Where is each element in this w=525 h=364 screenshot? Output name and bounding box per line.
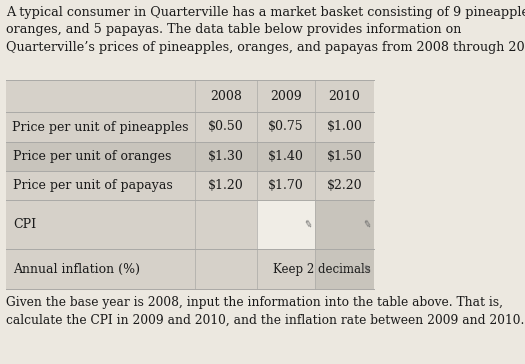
Bar [6, 80, 374, 289]
Text: Keep 2 decimals: Keep 2 decimals [273, 262, 371, 276]
Text: $1.70: $1.70 [268, 179, 304, 192]
Text: ✎: ✎ [362, 219, 372, 230]
Bar [315, 200, 374, 249]
Text: $2.20: $2.20 [327, 179, 362, 192]
Text: $0.75: $0.75 [268, 120, 303, 134]
Bar [6, 112, 374, 142]
Text: $1.40: $1.40 [268, 150, 304, 163]
Text: ✎: ✎ [362, 264, 372, 274]
Text: $1.30: $1.30 [208, 150, 244, 163]
Bar [315, 249, 374, 289]
Text: Price per unit of pineapples: Price per unit of pineapples [12, 120, 188, 134]
Text: 2009: 2009 [270, 90, 302, 103]
Bar [257, 200, 315, 249]
Text: Price per unit of papayas: Price per unit of papayas [13, 179, 173, 192]
Text: Price per unit of oranges: Price per unit of oranges [13, 150, 171, 163]
Text: $0.50: $0.50 [208, 120, 244, 134]
Text: 2008: 2008 [210, 90, 242, 103]
Bar [6, 200, 257, 249]
Text: Given the base year is 2008, input the information into the table above. That is: Given the base year is 2008, input the i… [6, 296, 524, 327]
Text: $1.50: $1.50 [327, 150, 362, 163]
Text: 2010: 2010 [329, 90, 360, 103]
Text: CPI: CPI [13, 218, 36, 231]
Bar [6, 249, 315, 289]
Text: $1.20: $1.20 [208, 179, 244, 192]
Bar [6, 171, 374, 200]
Text: Annual inflation (%): Annual inflation (%) [13, 262, 140, 276]
Text: $1.00: $1.00 [327, 120, 362, 134]
Text: ✎: ✎ [303, 219, 312, 230]
Bar [6, 142, 374, 171]
Text: A typical consumer in Quarterville has a market basket consisting of 9 pineapple: A typical consumer in Quarterville has a… [6, 6, 525, 54]
